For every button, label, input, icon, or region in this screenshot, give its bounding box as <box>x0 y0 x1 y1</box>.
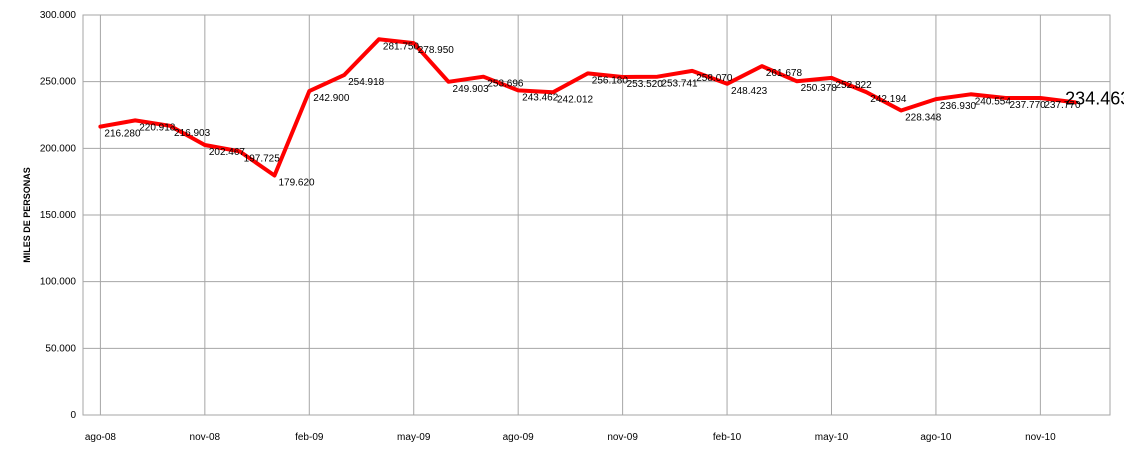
data-point <box>307 89 311 93</box>
y-axis-label: MILES DE PERSONAS <box>22 167 32 263</box>
data-point <box>272 174 276 178</box>
data-point <box>516 88 520 92</box>
y-tick-label: 100.000 <box>40 277 77 288</box>
x-tick-label: ago-08 <box>85 432 117 443</box>
x-tick-label: may-10 <box>815 432 849 443</box>
y-tick-label: 300.000 <box>40 10 77 21</box>
data-label: 253.520 <box>627 79 664 90</box>
x-tick-label: nov-10 <box>1025 432 1056 443</box>
data-label: 236.930 <box>940 101 977 112</box>
data-point <box>342 73 346 77</box>
data-point <box>934 97 938 101</box>
data-label: 216.280 <box>104 129 141 140</box>
data-label: 250.378 <box>801 83 838 94</box>
data-label: 281.750 <box>383 41 420 52</box>
data-label: 253.696 <box>487 79 524 90</box>
data-label: 202.467 <box>209 147 246 158</box>
data-point <box>864 90 868 94</box>
data-point <box>1038 96 1042 100</box>
x-tick-label: may-09 <box>397 432 431 443</box>
data-label: 240.554 <box>975 96 1012 107</box>
data-point <box>795 79 799 83</box>
data-point <box>829 76 833 80</box>
data-point <box>412 41 416 45</box>
data-point <box>168 124 172 128</box>
data-label: 228.348 <box>905 113 942 124</box>
data-label: 220.918 <box>139 122 176 133</box>
data-point <box>1073 100 1077 104</box>
data-point <box>969 92 973 96</box>
data-label: 249.903 <box>453 84 490 95</box>
data-point <box>238 149 242 153</box>
data-label: 252.822 <box>835 80 872 91</box>
data-point <box>98 125 102 129</box>
data-label: 237.770 <box>1044 100 1081 111</box>
x-tick-label: ago-09 <box>503 432 535 443</box>
data-label: 248.423 <box>731 86 768 97</box>
data-label: 243.462 <box>522 92 559 103</box>
x-tick-label: feb-09 <box>295 432 324 443</box>
data-point <box>1004 96 1008 100</box>
data-point <box>203 143 207 147</box>
x-tick-label: feb-10 <box>713 432 742 443</box>
data-point <box>551 90 555 94</box>
x-tick-label: nov-09 <box>607 432 638 443</box>
data-point <box>621 75 625 79</box>
data-label: 242.194 <box>870 94 907 105</box>
data-point <box>760 64 764 68</box>
data-point <box>586 71 590 75</box>
data-point <box>481 75 485 79</box>
data-point <box>690 69 694 73</box>
y-tick-label: 150.000 <box>40 210 77 221</box>
data-label: 253.741 <box>661 79 698 90</box>
data-point <box>377 37 381 41</box>
data-label: 197.725 <box>244 153 281 164</box>
data-label: 242.900 <box>313 93 350 104</box>
data-label: 179.620 <box>278 178 315 189</box>
data-label: 258.070 <box>696 73 733 84</box>
data-point <box>133 118 137 122</box>
data-point <box>899 109 903 113</box>
data-label: 237.770 <box>1010 100 1047 111</box>
data-label: 278.950 <box>418 45 455 56</box>
y-tick-label: 250.000 <box>40 77 77 88</box>
data-point <box>447 80 451 84</box>
data-label: 261.678 <box>766 68 803 79</box>
x-tick-label: nov-08 <box>190 432 221 443</box>
data-label: 256.180 <box>592 75 629 86</box>
data-point <box>655 75 659 79</box>
data-label: 242.012 <box>557 94 594 105</box>
y-tick-label: 0 <box>70 410 76 421</box>
data-label: 234.463 <box>1065 88 1124 108</box>
y-tick-label: 50.000 <box>45 343 76 354</box>
data-label: 254.918 <box>348 77 385 88</box>
y-tick-label: 200.000 <box>40 143 77 154</box>
data-point <box>725 82 729 86</box>
x-tick-label: ago-10 <box>920 432 952 443</box>
data-label: 216.903 <box>174 128 211 139</box>
